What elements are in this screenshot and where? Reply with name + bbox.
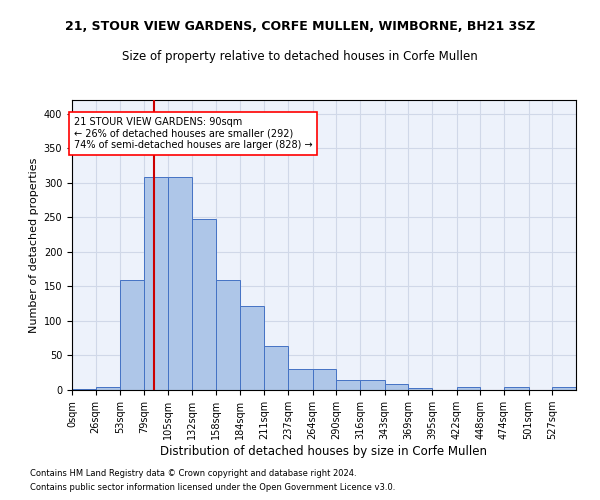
Text: Size of property relative to detached houses in Corfe Mullen: Size of property relative to detached ho… [122,50,478,63]
Text: 21 STOUR VIEW GARDENS: 90sqm
← 26% of detached houses are smaller (292)
74% of s: 21 STOUR VIEW GARDENS: 90sqm ← 26% of de… [74,118,313,150]
Bar [95,386,121,390]
Bar [216,280,239,390]
Y-axis label: Number of detached properties: Number of detached properties [29,158,40,332]
Bar [121,280,144,390]
Bar [265,346,288,390]
Bar [504,387,529,390]
Text: Contains public sector information licensed under the Open Government Licence v3: Contains public sector information licen… [30,484,395,492]
Bar [144,178,167,390]
X-axis label: Distribution of detached houses by size in Corfe Mullen: Distribution of detached houses by size … [161,445,487,458]
Bar [360,380,385,390]
Bar [409,388,432,390]
Bar [553,387,576,390]
Bar [72,388,95,390]
Bar [239,306,265,390]
Bar [457,387,481,390]
Text: Contains HM Land Registry data © Crown copyright and database right 2024.: Contains HM Land Registry data © Crown c… [30,468,356,477]
Bar [313,370,337,390]
Bar [167,178,193,390]
Bar [288,370,313,390]
Bar [385,384,409,390]
Bar [193,220,216,390]
Bar [337,380,360,390]
Text: 21, STOUR VIEW GARDENS, CORFE MULLEN, WIMBORNE, BH21 3SZ: 21, STOUR VIEW GARDENS, CORFE MULLEN, WI… [65,20,535,33]
